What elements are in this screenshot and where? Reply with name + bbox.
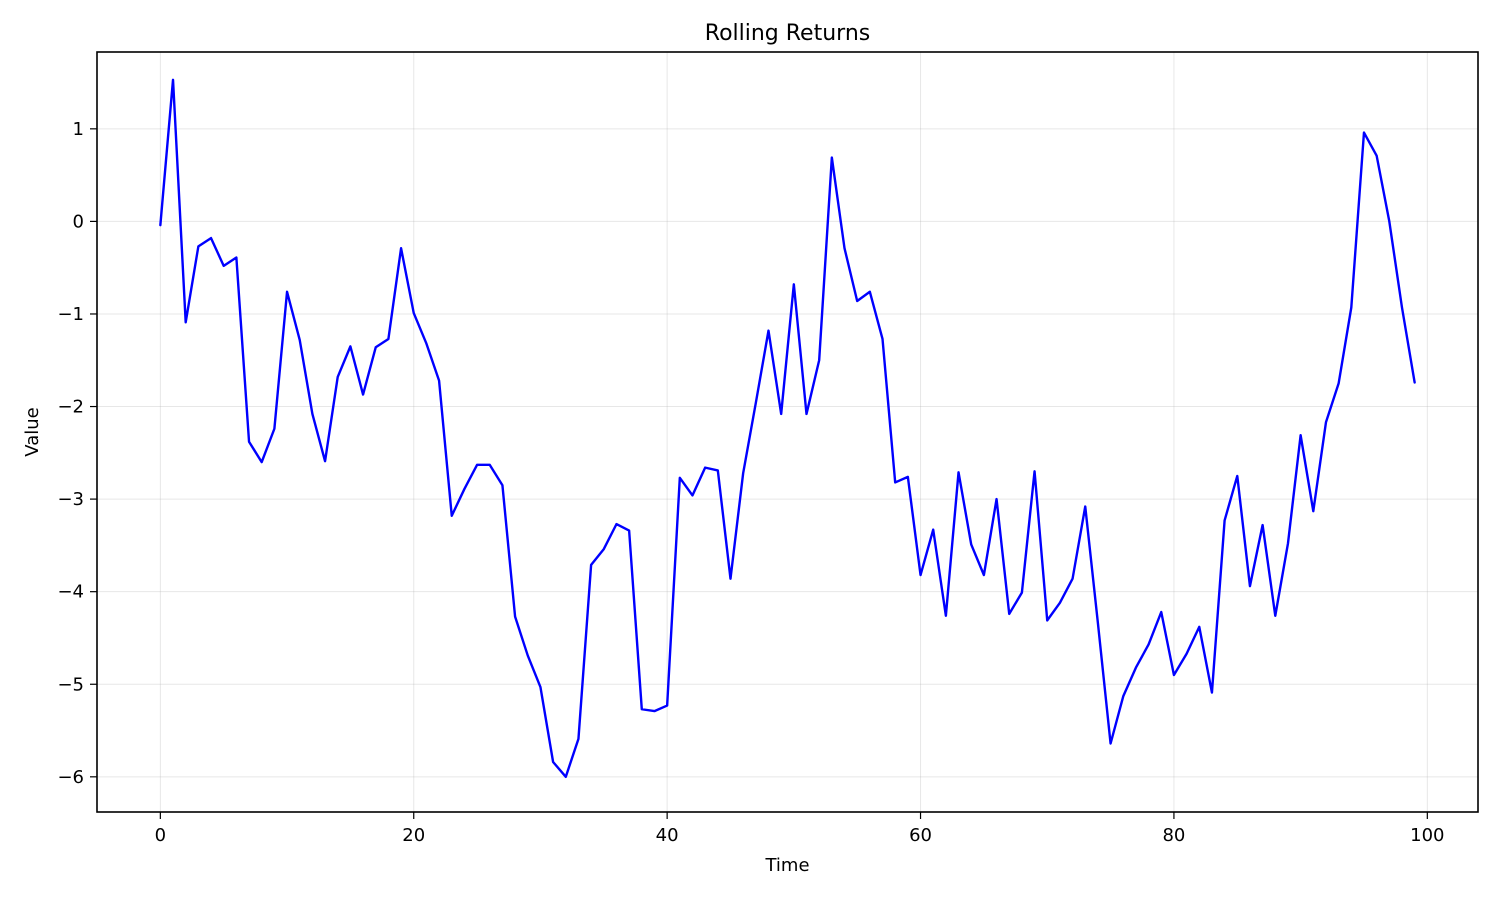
y-tick-label: −5	[57, 674, 84, 695]
y-tick-label: −1	[57, 304, 84, 325]
y-tick-label: −3	[57, 489, 84, 510]
y-tick-label: −2	[57, 397, 84, 418]
x-tick-label: 0	[155, 825, 166, 846]
y-axis-label: Value	[22, 407, 43, 456]
series-layer	[160, 80, 1414, 777]
x-tick-label: 20	[402, 825, 425, 846]
x-axis-ticks: 0 20 40 60 80 100	[155, 812, 1445, 846]
y-axis-ticks: 1 0 −1 −2 −3 −4 −5 −6	[57, 119, 97, 788]
y-tick-label: 0	[73, 211, 84, 232]
series-line	[160, 80, 1414, 777]
chart-title: Rolling Returns	[705, 21, 870, 46]
data-points	[160, 80, 1414, 777]
plot-frame	[97, 52, 1478, 812]
x-axis-label: Time	[764, 855, 809, 876]
y-tick-label: −6	[57, 767, 84, 788]
y-tick-label: −4	[57, 582, 84, 603]
x-tick-label: 100	[1410, 825, 1444, 846]
x-tick-label: 80	[1162, 825, 1185, 846]
x-tick-label: 60	[909, 825, 932, 846]
grid	[97, 52, 1478, 812]
y-tick-label: 1	[73, 119, 84, 140]
x-tick-label: 40	[656, 825, 679, 846]
